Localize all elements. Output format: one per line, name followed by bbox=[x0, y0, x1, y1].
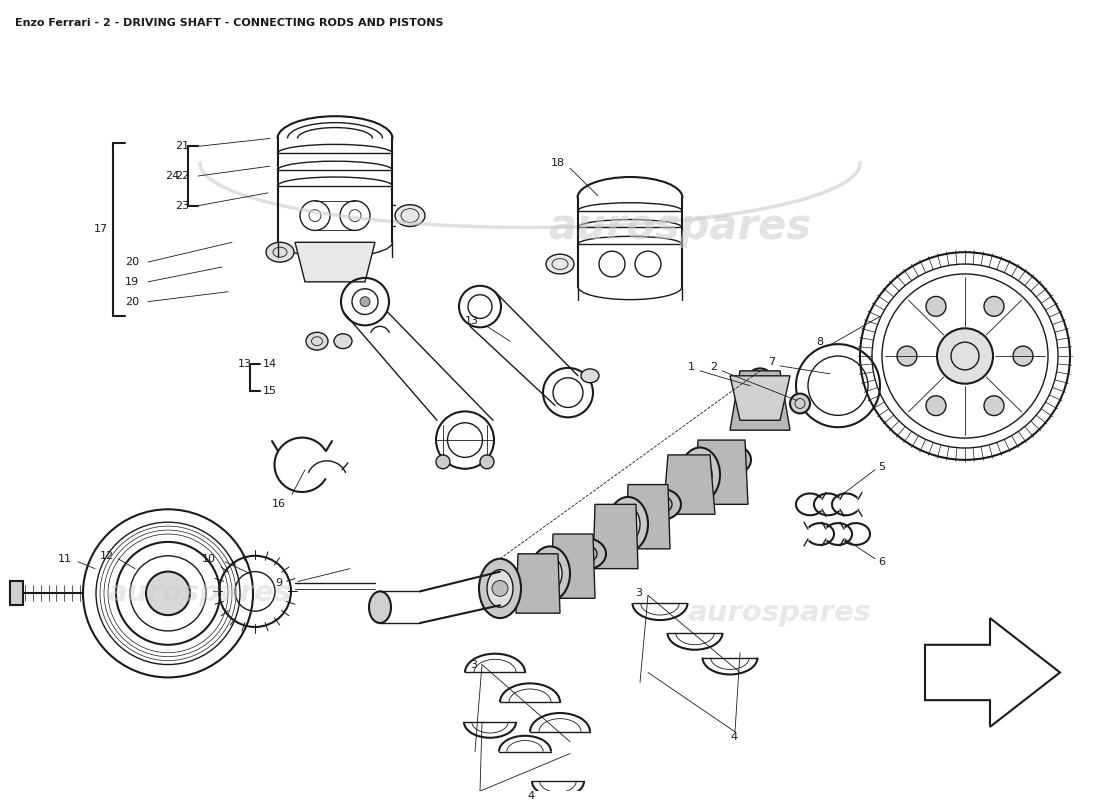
Ellipse shape bbox=[581, 369, 600, 382]
Ellipse shape bbox=[487, 570, 513, 607]
Text: 9: 9 bbox=[275, 578, 282, 589]
Ellipse shape bbox=[538, 556, 562, 591]
Circle shape bbox=[926, 297, 946, 316]
Circle shape bbox=[492, 581, 508, 596]
Circle shape bbox=[693, 468, 707, 482]
Ellipse shape bbox=[266, 242, 294, 262]
Polygon shape bbox=[626, 485, 670, 549]
Text: 11: 11 bbox=[58, 554, 72, 564]
Circle shape bbox=[984, 297, 1004, 316]
Text: 17: 17 bbox=[94, 225, 108, 234]
Polygon shape bbox=[730, 371, 790, 430]
Polygon shape bbox=[925, 618, 1060, 727]
Text: aurospares: aurospares bbox=[688, 599, 872, 627]
Ellipse shape bbox=[688, 458, 712, 492]
Polygon shape bbox=[695, 440, 748, 504]
Text: 4: 4 bbox=[527, 791, 535, 800]
Ellipse shape bbox=[639, 489, 681, 520]
Ellipse shape bbox=[299, 247, 321, 263]
Text: 5: 5 bbox=[878, 462, 886, 472]
Ellipse shape bbox=[564, 538, 606, 570]
Text: 2: 2 bbox=[710, 362, 717, 372]
Polygon shape bbox=[663, 455, 715, 514]
Circle shape bbox=[1013, 346, 1033, 366]
Text: 4: 4 bbox=[730, 732, 737, 742]
Ellipse shape bbox=[334, 334, 352, 349]
Polygon shape bbox=[593, 504, 638, 569]
Ellipse shape bbox=[608, 497, 648, 551]
Text: 12: 12 bbox=[100, 550, 114, 561]
Text: 21: 21 bbox=[175, 142, 189, 151]
Ellipse shape bbox=[368, 591, 390, 623]
Text: aurospares: aurospares bbox=[108, 579, 293, 607]
Polygon shape bbox=[730, 376, 790, 420]
Text: aurospares: aurospares bbox=[549, 206, 812, 249]
Text: 3: 3 bbox=[635, 588, 642, 598]
Circle shape bbox=[896, 346, 917, 366]
Circle shape bbox=[926, 396, 946, 415]
Bar bbox=[10, 582, 23, 606]
Ellipse shape bbox=[478, 558, 521, 618]
Ellipse shape bbox=[741, 368, 779, 422]
Text: 13: 13 bbox=[238, 359, 252, 369]
Text: 3: 3 bbox=[470, 659, 477, 670]
Text: 8: 8 bbox=[816, 337, 823, 347]
Ellipse shape bbox=[680, 447, 720, 502]
Ellipse shape bbox=[530, 546, 570, 601]
Circle shape bbox=[724, 454, 736, 466]
Ellipse shape bbox=[616, 507, 640, 542]
Ellipse shape bbox=[395, 205, 425, 226]
Circle shape bbox=[436, 455, 450, 469]
Polygon shape bbox=[551, 534, 595, 598]
Ellipse shape bbox=[306, 332, 328, 350]
Circle shape bbox=[790, 394, 810, 414]
Circle shape bbox=[480, 455, 494, 469]
Text: 1: 1 bbox=[688, 362, 695, 372]
Text: 22: 22 bbox=[175, 171, 189, 181]
Polygon shape bbox=[295, 242, 375, 282]
Text: 20: 20 bbox=[125, 297, 139, 306]
Text: 19: 19 bbox=[125, 277, 139, 287]
Text: 20: 20 bbox=[125, 257, 139, 267]
Text: 13: 13 bbox=[465, 317, 478, 326]
Text: 7: 7 bbox=[768, 357, 776, 367]
Text: 10: 10 bbox=[202, 554, 216, 564]
Text: 6: 6 bbox=[878, 557, 886, 566]
Text: 15: 15 bbox=[263, 386, 277, 396]
Ellipse shape bbox=[749, 378, 771, 413]
Polygon shape bbox=[516, 554, 560, 613]
Circle shape bbox=[984, 396, 1004, 415]
Text: 23: 23 bbox=[175, 201, 189, 210]
Text: 16: 16 bbox=[272, 499, 286, 510]
Text: Enzo Ferrari - 2 - DRIVING SHAFT - CONNECTING RODS AND PISTONS: Enzo Ferrari - 2 - DRIVING SHAFT - CONNE… bbox=[15, 18, 443, 28]
Circle shape bbox=[146, 572, 190, 615]
Ellipse shape bbox=[710, 444, 751, 476]
Circle shape bbox=[937, 328, 993, 384]
Circle shape bbox=[360, 297, 370, 306]
Text: 18: 18 bbox=[551, 158, 565, 168]
Text: 24: 24 bbox=[165, 171, 179, 181]
Circle shape bbox=[621, 518, 635, 531]
Circle shape bbox=[543, 566, 557, 581]
Ellipse shape bbox=[546, 254, 574, 274]
Text: 14: 14 bbox=[263, 359, 277, 369]
